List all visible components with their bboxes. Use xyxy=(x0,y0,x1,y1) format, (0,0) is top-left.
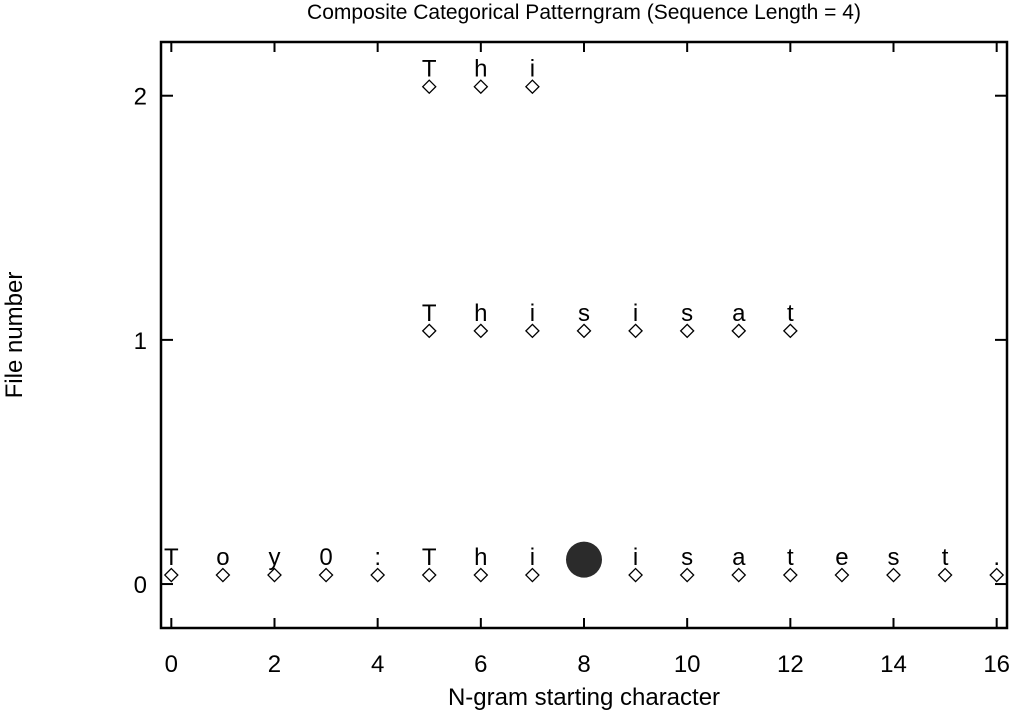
data-point xyxy=(628,323,644,339)
data-point xyxy=(473,323,489,339)
data-point xyxy=(576,323,592,339)
point-label: h xyxy=(474,544,487,571)
data-point xyxy=(215,567,231,583)
data-point xyxy=(679,323,695,339)
x-tick-label: 8 xyxy=(577,651,590,678)
data-point xyxy=(267,567,282,583)
data-point xyxy=(989,567,1005,583)
highlight-dot xyxy=(566,541,602,578)
point-label: T xyxy=(422,544,437,571)
data-point xyxy=(524,79,540,95)
data-point xyxy=(628,567,644,583)
data-point xyxy=(163,567,179,583)
point-label: i xyxy=(530,56,535,83)
x-tick-label: 16 xyxy=(983,651,1010,678)
data-point xyxy=(679,567,695,583)
point-label: i xyxy=(530,544,535,571)
x-axis-label: N-gram starting character xyxy=(448,684,720,711)
x-tick-label: 2 xyxy=(268,651,281,678)
data-point xyxy=(318,567,334,583)
data-point xyxy=(524,323,540,339)
data-point xyxy=(370,567,386,583)
data-point xyxy=(421,79,437,95)
data-point xyxy=(731,323,747,339)
data-point xyxy=(421,567,437,583)
point-label: i xyxy=(530,300,535,327)
x-tick-label: 12 xyxy=(777,651,804,678)
y-axis-label: File number xyxy=(1,272,28,399)
point-label: i xyxy=(633,300,638,327)
x-axis: 0 2 4 6 8 10 12 14 16 xyxy=(165,42,1010,678)
point-label: T xyxy=(422,56,437,83)
point-label: e xyxy=(835,544,848,571)
point-label: s xyxy=(681,300,693,327)
point-label: h xyxy=(474,56,487,83)
data-point xyxy=(834,567,850,583)
point-label: t xyxy=(942,544,949,571)
data-point xyxy=(473,79,489,95)
data-point xyxy=(524,567,540,583)
point-label: t xyxy=(787,300,794,327)
point-label: : xyxy=(374,544,381,571)
x-tick-label: 0 xyxy=(165,651,178,678)
data-point xyxy=(886,567,901,583)
point-label: s xyxy=(888,544,900,571)
point-label: i xyxy=(633,544,638,571)
y-tick-label: 2 xyxy=(134,84,147,111)
point-label: s xyxy=(681,544,693,571)
x-tick-label: 10 xyxy=(674,651,701,678)
point-label: t xyxy=(787,544,794,571)
point-label: T xyxy=(164,544,179,571)
data-point xyxy=(782,323,798,339)
point-label: a xyxy=(732,300,746,327)
data-point xyxy=(731,567,747,583)
y-tick-label: 0 xyxy=(134,572,147,599)
y-tick-label: 1 xyxy=(134,328,147,355)
y-axis: 0 1 2 xyxy=(134,84,1007,599)
chart-title: Composite Categorical Patterngram (Seque… xyxy=(307,1,861,24)
point-label: y xyxy=(268,544,280,571)
point-label: a xyxy=(732,544,746,571)
point-label: T xyxy=(422,300,437,327)
data-point xyxy=(473,567,489,583)
point-label: . xyxy=(993,544,1000,571)
data-point xyxy=(421,323,437,339)
data-point xyxy=(782,567,798,583)
x-tick-label: 4 xyxy=(371,651,384,678)
point-label: 0 xyxy=(319,544,332,571)
point-label: h xyxy=(474,300,487,327)
x-tick-label: 14 xyxy=(880,651,907,678)
point-label: s xyxy=(578,300,590,327)
x-tick-label: 6 xyxy=(474,651,487,678)
point-label: o xyxy=(216,544,229,571)
data-point xyxy=(937,567,953,583)
